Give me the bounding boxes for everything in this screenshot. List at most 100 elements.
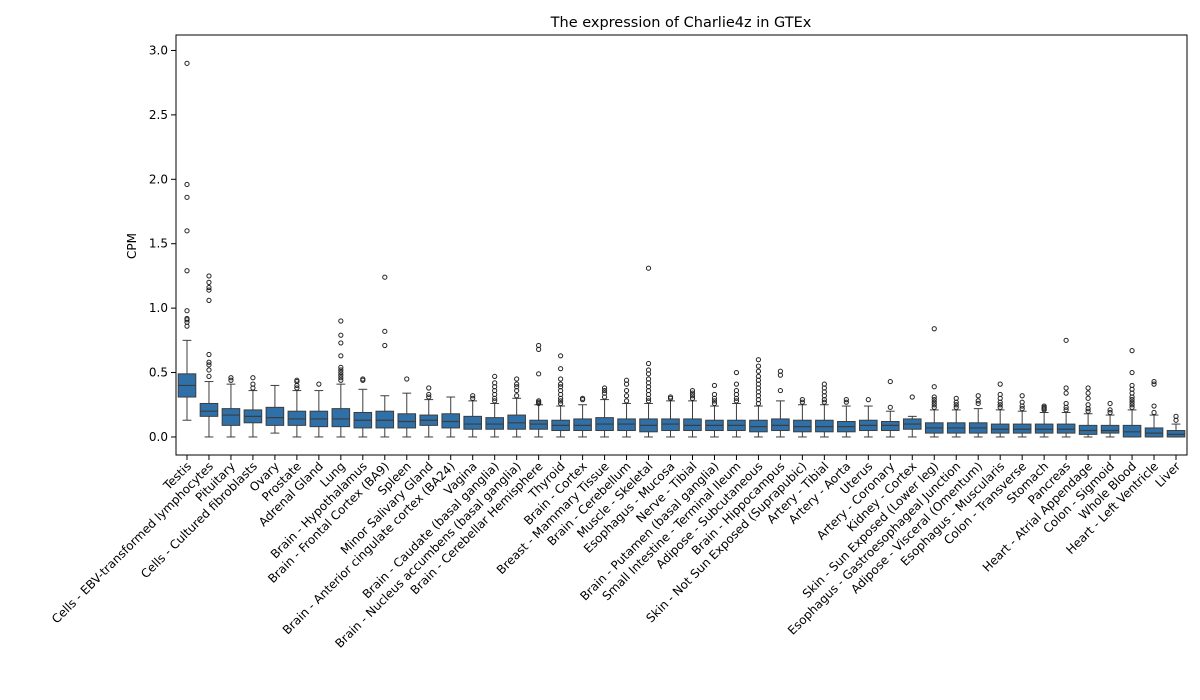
y-tick-label: 3.0 [149,43,168,57]
box-iqr [507,414,526,430]
outlier-point [865,397,871,403]
outlier-point [382,342,388,349]
outlier-point [711,400,718,407]
outlier-point [536,342,542,349]
outlier-point [887,404,893,410]
outlier-point [997,391,1003,398]
outlier-point [536,371,542,377]
outlier-point [1085,385,1091,391]
outlier-point [228,377,234,383]
outlier-point [294,385,300,391]
outlier-point [623,377,630,383]
outlier-point [1019,399,1025,405]
outlier-point [1129,369,1135,376]
outlier-point [338,375,344,381]
outlier-point [953,395,959,401]
outlier-point [931,399,937,405]
outlier-point [909,394,915,400]
outlier-point [1019,393,1025,399]
box-iqr [771,418,790,432]
outlier-point [338,318,344,324]
outlier-point [1063,337,1069,343]
outlier-point [184,194,190,200]
box-iqr [199,402,219,417]
box-iqr [287,410,307,426]
outlier-point [294,377,300,383]
outlier-point [426,385,432,391]
outlier-point [470,395,476,401]
box-iqr [749,419,768,433]
box-iqr [573,418,592,432]
outlier-point [1085,395,1091,401]
outlier-point [184,315,190,322]
outlier-point [514,393,520,399]
outlier-point [799,397,805,403]
outlier-point [1019,406,1025,412]
outlier-point [1151,378,1157,385]
y-axis-label: CPM [125,233,139,259]
outlier-point [887,378,893,385]
box-iqr [265,406,285,426]
axes-frame [175,34,1188,456]
outlier-point [206,279,212,285]
outlier-point [579,395,586,401]
outlier-point [1129,397,1135,403]
outlier-point [1129,382,1135,389]
outlier-point [1063,400,1069,407]
box-iqr [331,408,351,428]
box-iqr [793,419,812,433]
box-iqr [221,408,241,426]
outlier-point [206,367,212,373]
box-iqr [1122,424,1142,438]
outlier-point [250,381,256,387]
outlier-point [426,394,432,400]
outlier-point [1107,400,1113,407]
outlier-point [931,402,937,408]
outlier-point [975,400,981,407]
outlier-point [711,382,718,389]
x-tick-label: Cells - EBV-transformed lymphocytes [49,459,216,626]
box-iqr [881,421,900,432]
outlier-point [689,395,696,401]
outlier-point [184,268,190,274]
outlier-point [470,393,476,399]
y-tick-label: 1.5 [149,237,168,251]
outlier-point [975,393,981,399]
outlier-point [975,398,981,404]
outlier-point [514,384,520,390]
outlier-point [536,398,542,404]
outlier-point [558,381,564,387]
box-iqr [529,419,548,430]
outlier-point [689,390,696,396]
outlier-point [338,367,344,373]
box-iqr [1012,423,1032,434]
outlier-point [733,369,740,376]
outlier-point [1107,409,1113,416]
box-iqr [815,419,834,433]
outlier-point [755,363,762,369]
box-iqr [990,423,1010,434]
box-iqr [1056,423,1076,434]
box-iqr [397,413,417,429]
x-tick-label: Liver [1152,459,1183,490]
outlier-point [1129,399,1135,405]
outlier-point [514,376,520,382]
outlier-point [821,399,827,405]
outlier-point [382,328,388,334]
outlier-point [206,362,212,368]
outlier-point [558,398,564,404]
outlier-point [931,404,937,410]
outlier-point [206,373,212,380]
outlier-point [1151,409,1157,416]
outlier-point [1129,348,1135,354]
outlier-point [250,375,256,381]
outlier-point [645,360,652,367]
outlier-point [645,376,652,382]
outlier-point [777,387,784,394]
outlier-point [338,377,344,383]
outlier-point [1063,407,1069,413]
outlier-point [492,380,498,386]
outlier-point [733,381,740,387]
outlier-point [777,368,784,374]
